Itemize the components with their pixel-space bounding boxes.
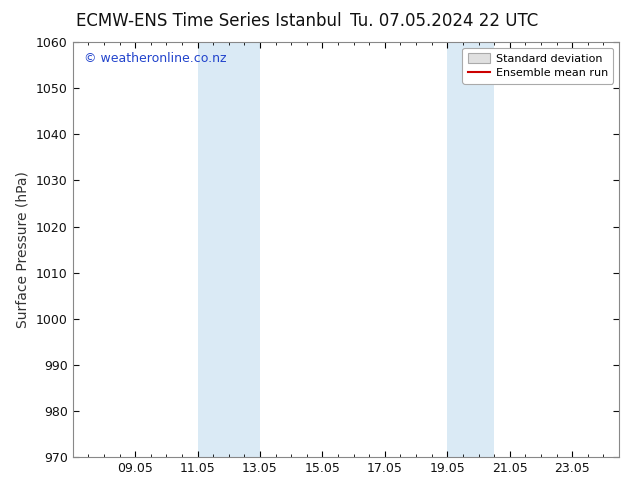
Legend: Standard deviation, Ensemble mean run: Standard deviation, Ensemble mean run — [462, 48, 614, 84]
Text: Tu. 07.05.2024 22 UTC: Tu. 07.05.2024 22 UTC — [350, 12, 538, 30]
Bar — [448, 42, 494, 457]
Y-axis label: Surface Pressure (hPa): Surface Pressure (hPa) — [15, 171, 29, 328]
Bar — [198, 42, 260, 457]
Text: © weatheronline.co.nz: © weatheronline.co.nz — [84, 52, 226, 66]
Text: ECMW-ENS Time Series Istanbul: ECMW-ENS Time Series Istanbul — [77, 12, 342, 30]
